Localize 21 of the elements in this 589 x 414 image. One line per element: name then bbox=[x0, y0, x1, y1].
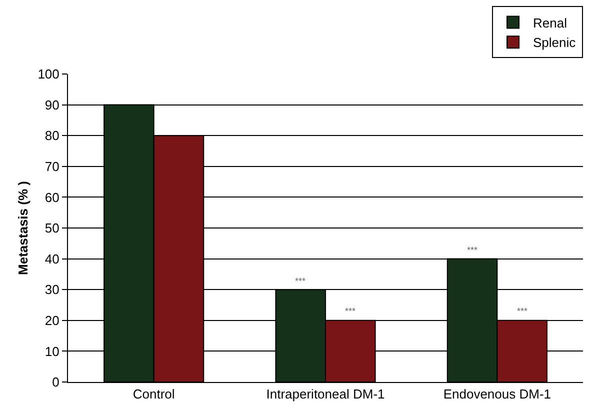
y-tick-label: 40 bbox=[44, 251, 60, 266]
y-axis-title: Metastasis (% ) bbox=[16, 181, 31, 275]
y-tick-label: 80 bbox=[44, 128, 60, 144]
annotation: *** bbox=[517, 306, 528, 316]
x-tick-label: Control bbox=[132, 386, 175, 402]
annotation: *** bbox=[345, 306, 356, 316]
y-tick-label: 20 bbox=[44, 312, 60, 328]
x-tick-label: Intraperitoneal DM-1 bbox=[266, 386, 385, 402]
y-tick-label: 100 bbox=[38, 66, 60, 82]
legend-label: Splenic bbox=[533, 35, 576, 50]
y-tick-label: 10 bbox=[44, 344, 60, 359]
annotation: *** bbox=[467, 245, 478, 255]
annotation: *** bbox=[295, 276, 306, 286]
y-tick-label: 50 bbox=[44, 220, 60, 236]
y-tick-label: 60 bbox=[44, 190, 60, 205]
y-tick-label: 0 bbox=[52, 374, 60, 390]
y-tick-label: 30 bbox=[44, 282, 60, 298]
y-tick-label: 90 bbox=[44, 97, 60, 112]
legend-label: Renal bbox=[533, 15, 568, 30]
x-tick-label: Endovenous DM-1 bbox=[443, 386, 552, 402]
y-tick-label: 70 bbox=[44, 158, 60, 174]
